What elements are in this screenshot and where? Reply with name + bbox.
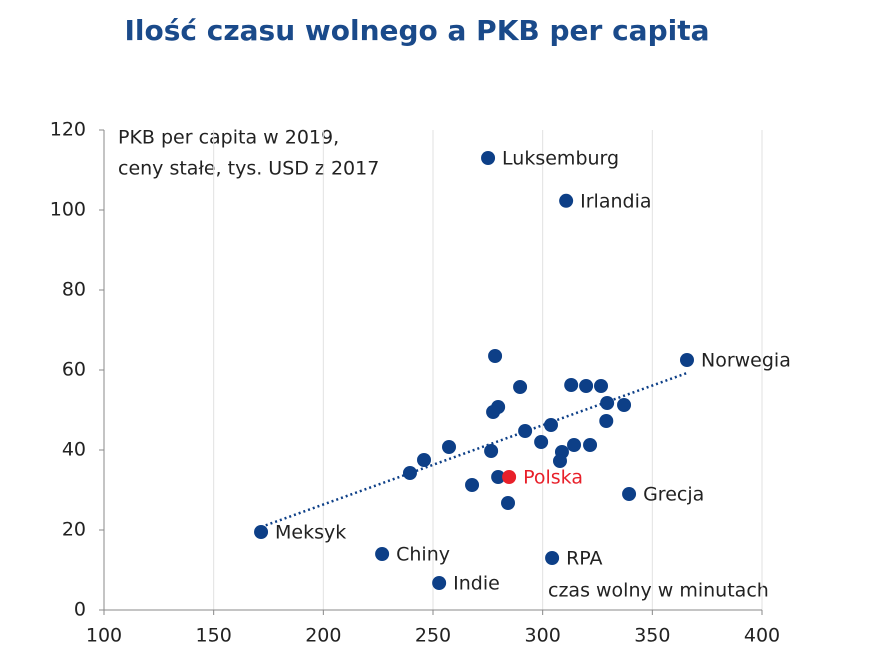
point bbox=[599, 414, 614, 428]
point-label: Luksemburg bbox=[502, 148, 619, 170]
y-tick-label: 40 bbox=[62, 439, 86, 461]
point bbox=[552, 454, 567, 468]
point bbox=[583, 438, 598, 452]
chart-title: Ilość czasu wolnego a PKB per capita bbox=[124, 14, 709, 47]
point bbox=[491, 470, 506, 484]
point bbox=[617, 398, 632, 412]
x-tick-label: 350 bbox=[634, 625, 670, 647]
x-tick-label: 250 bbox=[415, 625, 451, 647]
point bbox=[402, 466, 417, 480]
point bbox=[488, 349, 503, 363]
y-tick-label: 0 bbox=[74, 599, 86, 621]
point bbox=[600, 396, 615, 410]
point bbox=[486, 405, 501, 419]
point-label: Polska bbox=[523, 467, 583, 489]
point bbox=[545, 551, 560, 565]
point bbox=[622, 487, 637, 501]
point bbox=[254, 525, 269, 539]
x-tick-label: 400 bbox=[744, 625, 780, 647]
y-tick-label: 120 bbox=[50, 119, 86, 141]
point bbox=[679, 353, 694, 367]
point bbox=[513, 380, 528, 394]
point-label: Chiny bbox=[396, 544, 450, 566]
x-axis-label: czas wolny w minutach bbox=[548, 580, 769, 602]
point bbox=[579, 379, 594, 393]
annotation: ceny stałe, tys. USD z 2017 bbox=[118, 158, 379, 180]
y-tick-label: 20 bbox=[62, 519, 86, 541]
x-tick-label: 200 bbox=[305, 625, 341, 647]
point bbox=[544, 418, 559, 432]
point bbox=[567, 438, 582, 452]
point bbox=[417, 453, 432, 467]
point bbox=[484, 444, 499, 458]
point bbox=[442, 440, 457, 454]
point bbox=[502, 470, 517, 484]
point bbox=[594, 379, 609, 393]
x-tick-label: 150 bbox=[196, 625, 232, 647]
point-label: Indie bbox=[453, 573, 500, 595]
y-tick-label: 100 bbox=[50, 199, 86, 221]
y-tick-label: 60 bbox=[62, 359, 86, 381]
point bbox=[559, 193, 574, 208]
x-tick-label: 300 bbox=[525, 625, 561, 647]
trendline bbox=[260, 371, 688, 529]
point bbox=[518, 424, 533, 438]
point-label: Norwegia bbox=[701, 350, 791, 372]
point bbox=[534, 435, 549, 449]
y-tick-label: 80 bbox=[62, 279, 86, 301]
point bbox=[481, 151, 496, 165]
point bbox=[432, 576, 447, 590]
point-label: Grecja bbox=[643, 484, 704, 506]
point-label: RPA bbox=[566, 548, 602, 570]
point-label: Meksyk bbox=[275, 522, 346, 544]
point-label: Irlandia bbox=[580, 190, 651, 212]
point bbox=[465, 478, 480, 492]
point bbox=[564, 378, 579, 392]
annotation: PKB per capita w 2019, bbox=[118, 127, 339, 149]
point bbox=[501, 496, 516, 510]
point bbox=[375, 547, 390, 561]
x-tick-label: 100 bbox=[86, 625, 122, 647]
